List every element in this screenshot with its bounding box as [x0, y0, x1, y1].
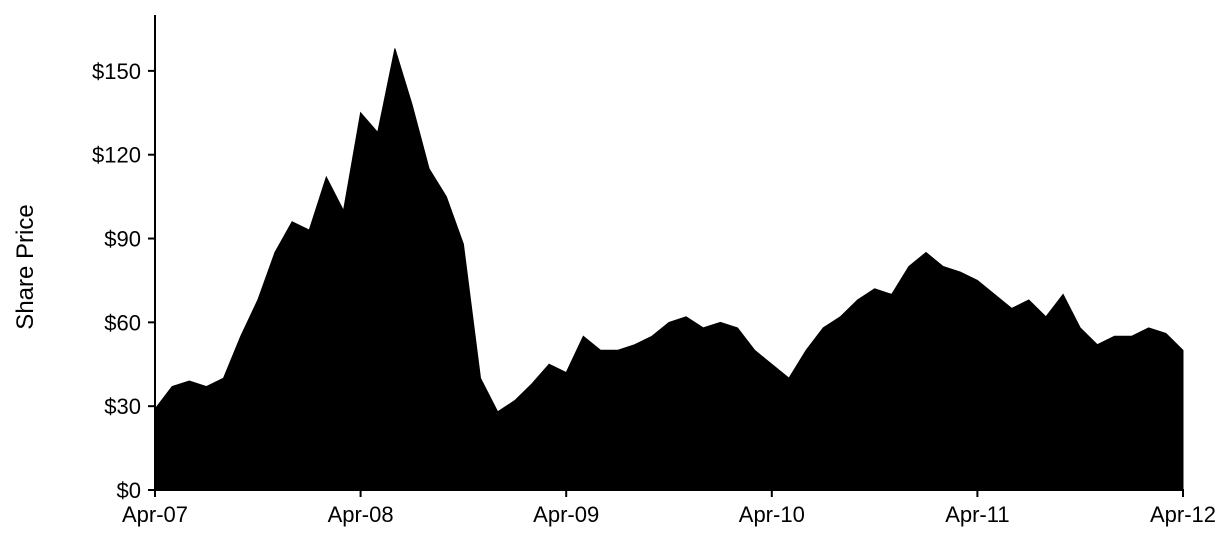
x-tick-label: Apr-09	[533, 502, 599, 527]
y-tick-label: $60	[104, 310, 141, 335]
x-axis-ticks: Apr-07 Apr-08 Apr-09 Apr-10 Apr-11 Apr-12	[122, 490, 1216, 527]
share-price-area-series	[154, 48, 1184, 491]
x-tick-label: Apr-11	[945, 502, 1009, 527]
plot-area	[154, 48, 1184, 491]
y-tick-label: $150	[92, 59, 141, 84]
axes	[154, 15, 1184, 491]
y-tick-label: $120	[92, 143, 141, 168]
x-tick-label: Apr-12	[1150, 502, 1216, 527]
y-tick-label: $90	[104, 227, 141, 252]
x-tick-label: Apr-10	[739, 502, 805, 527]
y-axis-title: Share Price	[12, 204, 39, 329]
x-tick-label: Apr-08	[328, 502, 394, 527]
y-tick-label: $0	[117, 478, 141, 503]
y-axis-ticks: $0 $30 $60 $90 $120 $150	[92, 59, 155, 503]
x-tick-label: Apr-07	[122, 502, 188, 527]
y-tick-label: $30	[104, 394, 141, 419]
